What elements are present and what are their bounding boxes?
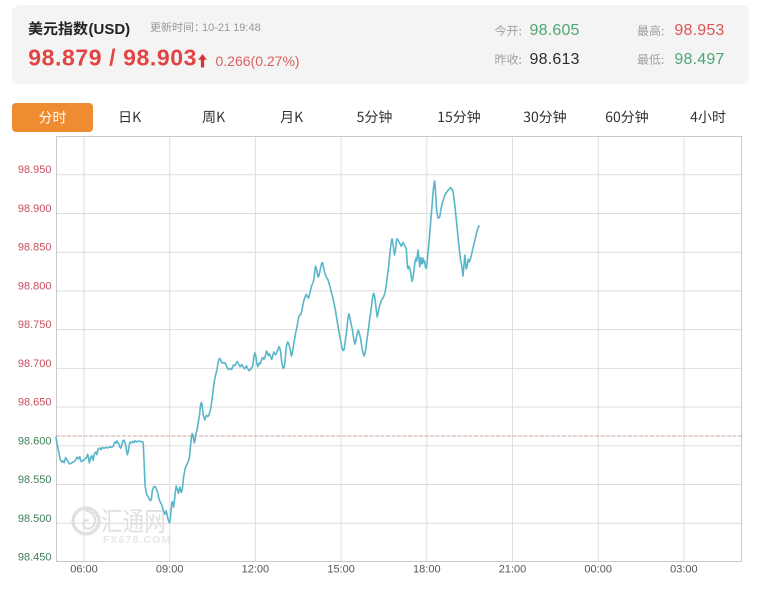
- svg-text:98.900: 98.900: [18, 203, 52, 215]
- svg-text:21:00: 21:00: [499, 563, 527, 575]
- svg-text:(USD): (USD): [89, 21, 131, 38]
- svg-text:98.650: 98.650: [18, 397, 52, 409]
- svg-text:98.497: 98.497: [674, 51, 724, 68]
- svg-text:98.850: 98.850: [18, 242, 52, 254]
- svg-text:98.879 / 98.903: 98.879 / 98.903: [28, 45, 197, 71]
- svg-text:06:00: 06:00: [70, 563, 98, 575]
- svg-text:00:00: 00:00: [584, 563, 612, 575]
- svg-text:18:00: 18:00: [413, 563, 441, 575]
- svg-text:15:00: 15:00: [327, 563, 355, 575]
- svg-text:98.500: 98.500: [18, 513, 52, 525]
- svg-text:98.613: 98.613: [530, 51, 580, 68]
- svg-text:98.605: 98.605: [530, 22, 580, 39]
- svg-text:98.750: 98.750: [18, 319, 52, 331]
- svg-text:98.450: 98.450: [18, 552, 52, 564]
- svg-text:0.266(0.27%): 0.266(0.27%): [216, 53, 300, 69]
- svg-text:98.953: 98.953: [674, 22, 724, 39]
- svg-text:03:00: 03:00: [670, 563, 698, 575]
- svg-text:98.700: 98.700: [18, 358, 52, 370]
- svg-text:98.550: 98.550: [18, 474, 52, 486]
- svg-text:10-21 19:48: 10-21 19:48: [202, 22, 261, 34]
- svg-text:12:00: 12:00: [242, 563, 270, 575]
- svg-text:98.950: 98.950: [18, 164, 52, 176]
- svg-text:98.600: 98.600: [18, 435, 52, 447]
- svg-text:FX678.COM: FX678.COM: [103, 534, 171, 546]
- svg-text:98.800: 98.800: [18, 280, 52, 292]
- svg-text:09:00: 09:00: [156, 563, 184, 575]
